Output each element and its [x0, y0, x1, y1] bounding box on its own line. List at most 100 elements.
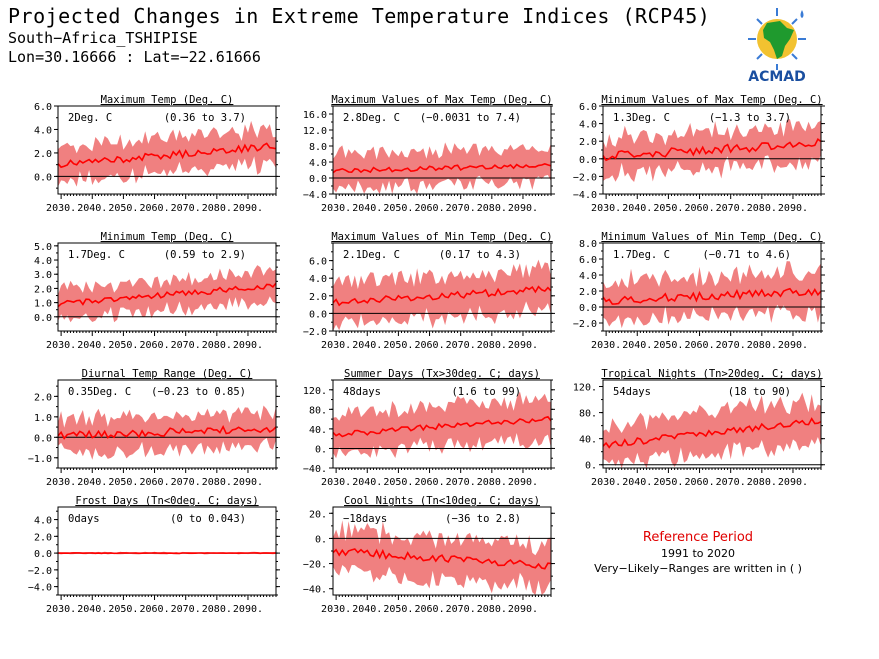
x-tick-label: 2070. — [171, 203, 201, 214]
y-tick-label: 4.0 — [309, 158, 327, 169]
y-tick-label: 6.0 — [579, 255, 597, 266]
reference-period: 1991 to 2020 — [660, 547, 736, 560]
x-tick-label: 2030. — [591, 340, 621, 351]
x-tick-label: 2040. — [77, 203, 107, 214]
panel-title: Maximum Temp (Deg. C) — [101, 94, 234, 106]
y-tick-label: 2.0 — [34, 284, 52, 295]
x-tick-label: 2030. — [321, 604, 351, 615]
series-mean-line — [332, 415, 552, 438]
y-tick-label: 0.0 — [579, 303, 597, 314]
y-tick-label: 0.0 — [34, 313, 52, 324]
series-mean-line — [602, 137, 822, 162]
likely-range-label: (−36 to 2.8) — [445, 513, 521, 525]
x-tick-label: 2050. — [383, 604, 413, 615]
panel-title: Frost Days (Tn<0deg. C; days) — [75, 495, 258, 507]
y-tick-label: 8.0 — [309, 142, 327, 153]
reference-block: Reference Period 1991 to 2020 Very−Likel… — [580, 530, 816, 575]
x-tick-label: 2090. — [233, 340, 263, 351]
y-tick-label: 40. — [579, 435, 597, 446]
x-tick-label: 2030. — [46, 477, 76, 488]
y-tick-label: 0. — [315, 534, 327, 545]
x-tick-label: 2080. — [747, 203, 777, 214]
x-tick-label: 2090. — [508, 203, 538, 214]
y-tick-label: −40. — [303, 464, 327, 475]
series-mean-line — [602, 287, 822, 305]
chart-panel-10: −4.0 −2.0 0.0 2.0 4.0 2030. 2040. 2050. 2060. 207… — [28, 495, 280, 615]
x-tick-label: 2070. — [716, 203, 746, 214]
likely-range-label: (18 to 90) — [728, 386, 791, 398]
chart-panel-8: −40. 0. 40. 80. 120. 2030. 2040. 2050. 2060. 2070… — [303, 368, 555, 488]
uncertainty-band — [333, 259, 551, 331]
uncertainty-band — [58, 120, 276, 187]
likely-range-label: (0.17 to 4.3) — [439, 249, 521, 261]
y-tick-label: −40. — [303, 585, 327, 596]
coordinates: Lon=30.16666 : Lat=−22.61666 — [8, 48, 261, 66]
x-tick-label: 2050. — [108, 203, 138, 214]
y-tick-label: 12.0 — [303, 126, 327, 137]
y-tick-label: −4.0 — [28, 583, 52, 594]
x-tick-label: 2090. — [233, 604, 263, 615]
uncertainty-band — [58, 265, 276, 323]
reference-note: Very−Likely−Ranges are written in ( ) — [594, 562, 802, 575]
panel-title: Minimum Values of Max Temp (Deg. C) — [601, 94, 822, 106]
x-tick-label: 2060. — [684, 340, 714, 351]
x-tick-label: 2080. — [747, 477, 777, 488]
series-mean-line — [332, 163, 552, 174]
y-tick-label: 3.0 — [34, 270, 52, 281]
x-tick-label: 2060. — [684, 203, 714, 214]
likely-range-label: (−1.3 to 3.7) — [709, 112, 791, 124]
x-tick-label: 2050. — [653, 477, 683, 488]
x-tick-label: 2060. — [139, 340, 169, 351]
y-tick-label: −2.0 — [28, 566, 52, 577]
x-tick-label: 2060. — [414, 604, 444, 615]
x-tick-label: 2090. — [508, 477, 538, 488]
x-tick-label: 2040. — [622, 340, 652, 351]
series-mean-line — [332, 285, 552, 307]
change-value-label: −18days — [343, 513, 387, 525]
series-mean-line — [602, 417, 822, 449]
panel-title: Diurnal Temp Range (Deg. C) — [82, 368, 253, 380]
x-tick-label: 2030. — [591, 477, 621, 488]
y-tick-label: 0.0 — [579, 155, 597, 166]
x-tick-label: 2070. — [171, 340, 201, 351]
x-tick-label: 2060. — [684, 477, 714, 488]
likely-range-label: (−0.71 to 4.6) — [702, 249, 791, 261]
y-tick-label: 6.0 — [309, 257, 327, 268]
x-tick-label: 2030. — [321, 477, 351, 488]
y-tick-label: 40. — [309, 425, 327, 436]
x-tick-label: 2050. — [108, 340, 138, 351]
x-tick-label: 2060. — [414, 340, 444, 351]
y-tick-label: −4.0 — [303, 190, 327, 201]
x-tick-label: 2070. — [446, 604, 476, 615]
x-tick-label: 2070. — [716, 477, 746, 488]
y-tick-label: −4.0 — [573, 190, 597, 201]
chart-panel-2: −4.0 0.0 4.0 8.0 12.0 16.0 2030. 2040. 2050. 2060… — [303, 94, 555, 214]
x-tick-label: 2060. — [139, 604, 169, 615]
y-tick-label: −2.0 — [303, 327, 327, 338]
change-value-label: 2.1Deg. C — [343, 249, 400, 261]
x-tick-label: 2090. — [778, 477, 808, 488]
x-tick-label: 2040. — [77, 477, 107, 488]
panel-title: Minimum Temp (Deg. C) — [101, 231, 234, 243]
x-tick-label: 2030. — [321, 203, 351, 214]
y-tick-label: 4.0 — [309, 274, 327, 285]
panel-title: Cool Nights (Tn<10deg. C; days) — [344, 495, 540, 507]
y-tick-label: 120. — [573, 383, 597, 394]
africa-map-icon: ACMAD — [748, 8, 806, 85]
x-tick-label: 2040. — [352, 477, 382, 488]
change-value-label: 1.3Deg. C — [613, 112, 670, 124]
panel-title: Summer Days (Tx>30deg. C; days) — [344, 368, 540, 380]
x-tick-label: 2050. — [383, 203, 413, 214]
x-tick-label: 2040. — [622, 203, 652, 214]
x-tick-label: 2040. — [352, 604, 382, 615]
y-tick-label: 4.0 — [34, 516, 52, 527]
y-tick-label: 1.0 — [34, 299, 52, 310]
x-tick-label: 2030. — [321, 340, 351, 351]
x-tick-label: 2080. — [477, 604, 507, 615]
x-tick-label: 2090. — [233, 203, 263, 214]
x-tick-label: 2040. — [622, 477, 652, 488]
x-tick-label: 2060. — [414, 477, 444, 488]
y-tick-label: 4.0 — [579, 271, 597, 282]
